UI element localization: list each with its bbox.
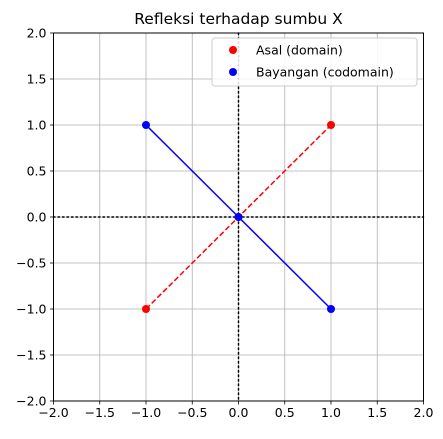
legend-label-bayangan: Bayangan (codomain): [256, 65, 394, 80]
series-point-1: [142, 121, 150, 129]
axes-layer: −2.0 −1.5 −1.0 −0.5 0.0 0.5 1.0 1.5 2.0 −2.0 −1.5 −…: [16, 26, 433, 421]
x-tick-label: 0.5: [275, 405, 295, 420]
series-point-0: [142, 305, 150, 313]
x-tick-label: 1.0: [321, 405, 341, 420]
y-tick-label: 1.5: [27, 72, 47, 87]
legend-label-asal: Asal (domain): [256, 43, 343, 58]
y-tick-label: −2.0: [16, 394, 46, 409]
legend: Asal (domain) Bayangan (codomain): [211, 37, 418, 87]
legend-marker-bayangan: [229, 68, 237, 76]
series-point-0: [327, 121, 335, 129]
x-tick-label: 0.0: [229, 405, 249, 420]
x-tick-label: −1.0: [131, 405, 161, 420]
y-tick-label: 0.0: [27, 210, 47, 225]
y-tick-label: 0.5: [27, 164, 47, 179]
legend-marker-asal: [229, 46, 237, 54]
y-tick-label: −1.0: [16, 302, 46, 317]
x-tick-label: −2.0: [38, 405, 68, 420]
chart-title: Refleksi terhadap sumbu X: [134, 10, 343, 28]
x-tick-label: −0.5: [177, 405, 207, 420]
x-tick-label: −1.5: [85, 405, 115, 420]
legend-box: [211, 37, 418, 87]
x-tick-label: 2.0: [414, 405, 434, 420]
x-tick-label: 1.5: [367, 405, 387, 420]
series-point-1: [327, 305, 335, 313]
series-point-1: [234, 213, 243, 221]
y-tick-label: −1.5: [16, 348, 46, 363]
series-layer: [142, 121, 335, 313]
y-tick-label: 1.0: [27, 118, 47, 133]
y-tick-label: 2.0: [27, 26, 47, 41]
y-tick-label: −0.5: [16, 256, 46, 271]
